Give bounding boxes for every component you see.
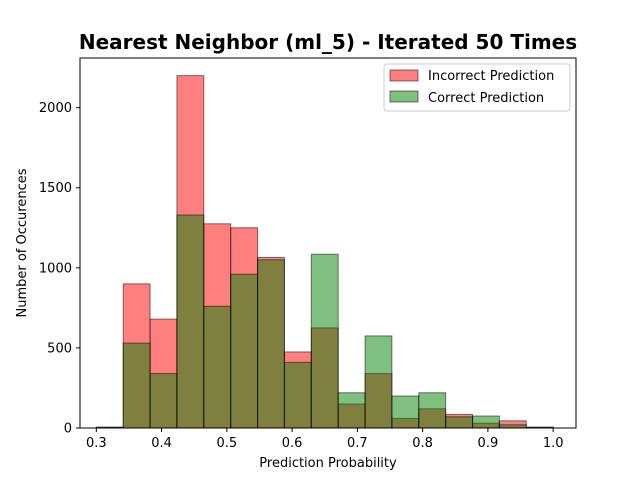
bar-correct-5 [230, 273, 259, 429]
bar-correct-6 [257, 259, 285, 429]
bar-correct-3 [176, 214, 205, 429]
y-tick-label-3: 1500 [39, 181, 72, 196]
x-axis-label: Prediction Probability [259, 456, 397, 471]
bar-correct-13 [445, 416, 474, 429]
x-tick-label-4: 0.7 [347, 436, 368, 451]
x-tick-label-7: 1.0 [543, 436, 564, 451]
y-axis-ticks: 0 500 1000 1500 2000 [39, 101, 80, 437]
x-tick-label-6: 0.9 [478, 436, 499, 451]
bar-correct-2 [149, 373, 178, 429]
bars-group [95, 75, 554, 429]
x-tick-label-1: 0.4 [151, 436, 172, 451]
bar-correct-7 [283, 361, 312, 429]
bar-correct-11 [391, 395, 420, 429]
plot-frame [79, 57, 577, 429]
bar-correct-1 [122, 342, 151, 429]
bar-correct-12 [418, 392, 447, 429]
legend: Incorrect Prediction Correct Prediction [383, 63, 571, 112]
legend-label-correct: Correct Prediction [428, 91, 544, 106]
y-tick-label-2: 1000 [39, 261, 72, 276]
bar-correct-8 [310, 253, 339, 429]
legend-swatch-correct [389, 90, 419, 103]
bar-correct-10 [364, 335, 393, 429]
bar-correct-9 [337, 392, 366, 429]
x-tick-label-0: 0.3 [86, 436, 107, 451]
y-tick-label-4: 2000 [39, 101, 72, 116]
bar-correct-14 [472, 415, 500, 429]
y-tick-label-1: 500 [47, 341, 72, 356]
legend-label-incorrect: Incorrect Prediction [428, 69, 554, 84]
y-axis-label: Number of Occurences [15, 168, 30, 317]
legend-swatch-incorrect [389, 69, 419, 82]
legend-box [383, 63, 571, 112]
x-tick-label-3: 0.6 [282, 436, 303, 451]
x-tick-label-2: 0.5 [216, 436, 237, 451]
x-tick-label-5: 0.8 [412, 436, 433, 451]
bar-correct-4 [203, 305, 232, 429]
chart-title: Nearest Neighbor (ml_5) - Iterated 50 Ti… [79, 30, 577, 54]
x-axis-ticks: 0.3 0.4 0.5 0.6 0.7 0.8 0.9 1.0 [86, 428, 564, 451]
y-tick-label-0: 0 [64, 422, 72, 437]
